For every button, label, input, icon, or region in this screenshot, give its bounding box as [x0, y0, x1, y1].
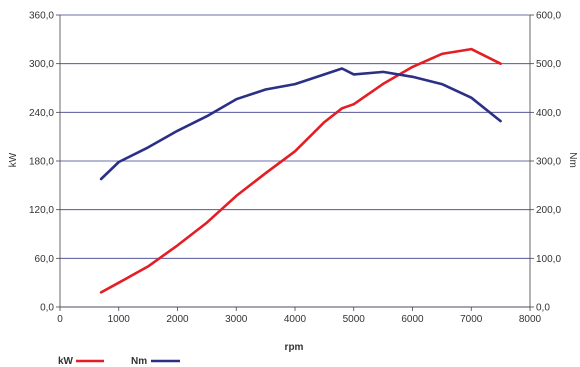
x-tick-label: 1000 — [108, 314, 131, 325]
y-right-tick-label: 0,0 — [536, 303, 550, 314]
y-right-axis-title: Nm — [567, 152, 578, 168]
y-left-axis-title: kW — [8, 152, 19, 167]
y-left-tick-label: 240,0 — [29, 108, 54, 119]
x-tick-label: 8000 — [519, 314, 542, 325]
y-left-tick-label: 120,0 — [29, 205, 54, 216]
y-right-tick-labels: 0,0 100,0 200,0 300,0 400,0 500,0 600,0 — [536, 11, 561, 314]
y-left-tick-label: 180,0 — [29, 157, 54, 168]
gridlines — [60, 14, 530, 308]
x-tick-label: 7000 — [460, 314, 483, 325]
y-right-tick-label: 100,0 — [536, 254, 561, 265]
x-tick-label: 2000 — [166, 314, 189, 325]
y-left-tick-label: 60,0 — [35, 254, 55, 265]
x-axis-title: rpm — [285, 342, 304, 353]
y-left-tick-label: 360,0 — [29, 11, 54, 22]
x-tick-label: 4000 — [284, 314, 307, 325]
y-left-tick-label: 0,0 — [40, 303, 54, 314]
x-tick-label: 5000 — [343, 314, 366, 325]
series-lines — [99, 47, 502, 294]
y-right-tick-label: 200,0 — [536, 205, 561, 216]
y-left-tick-label: 300,0 — [29, 59, 54, 70]
legend-label-nm: Nm — [131, 356, 147, 367]
x-tick-label: 0 — [57, 314, 63, 325]
x-tick-label: 3000 — [225, 314, 248, 325]
series-line-nm — [99, 67, 502, 181]
axes — [56, 14, 534, 311]
legend-label-kw: kW — [58, 356, 74, 367]
y-right-tick-label: 500,0 — [536, 59, 561, 70]
y-left-tick-labels: 0,0 60,0 120,0 180,0 240,0 300,0 360,0 — [29, 11, 54, 314]
series-line-kw — [99, 47, 502, 294]
x-tick-label: 6000 — [401, 314, 424, 325]
y-right-tick-label: 300,0 — [536, 157, 561, 168]
x-tick-labels: 0 1000 2000 3000 4000 5000 6000 7000 8000 — [57, 314, 541, 325]
y-right-tick-label: 400,0 — [536, 108, 561, 119]
y-right-tick-label: 600,0 — [536, 11, 561, 22]
legend: kW Nm — [58, 356, 180, 367]
